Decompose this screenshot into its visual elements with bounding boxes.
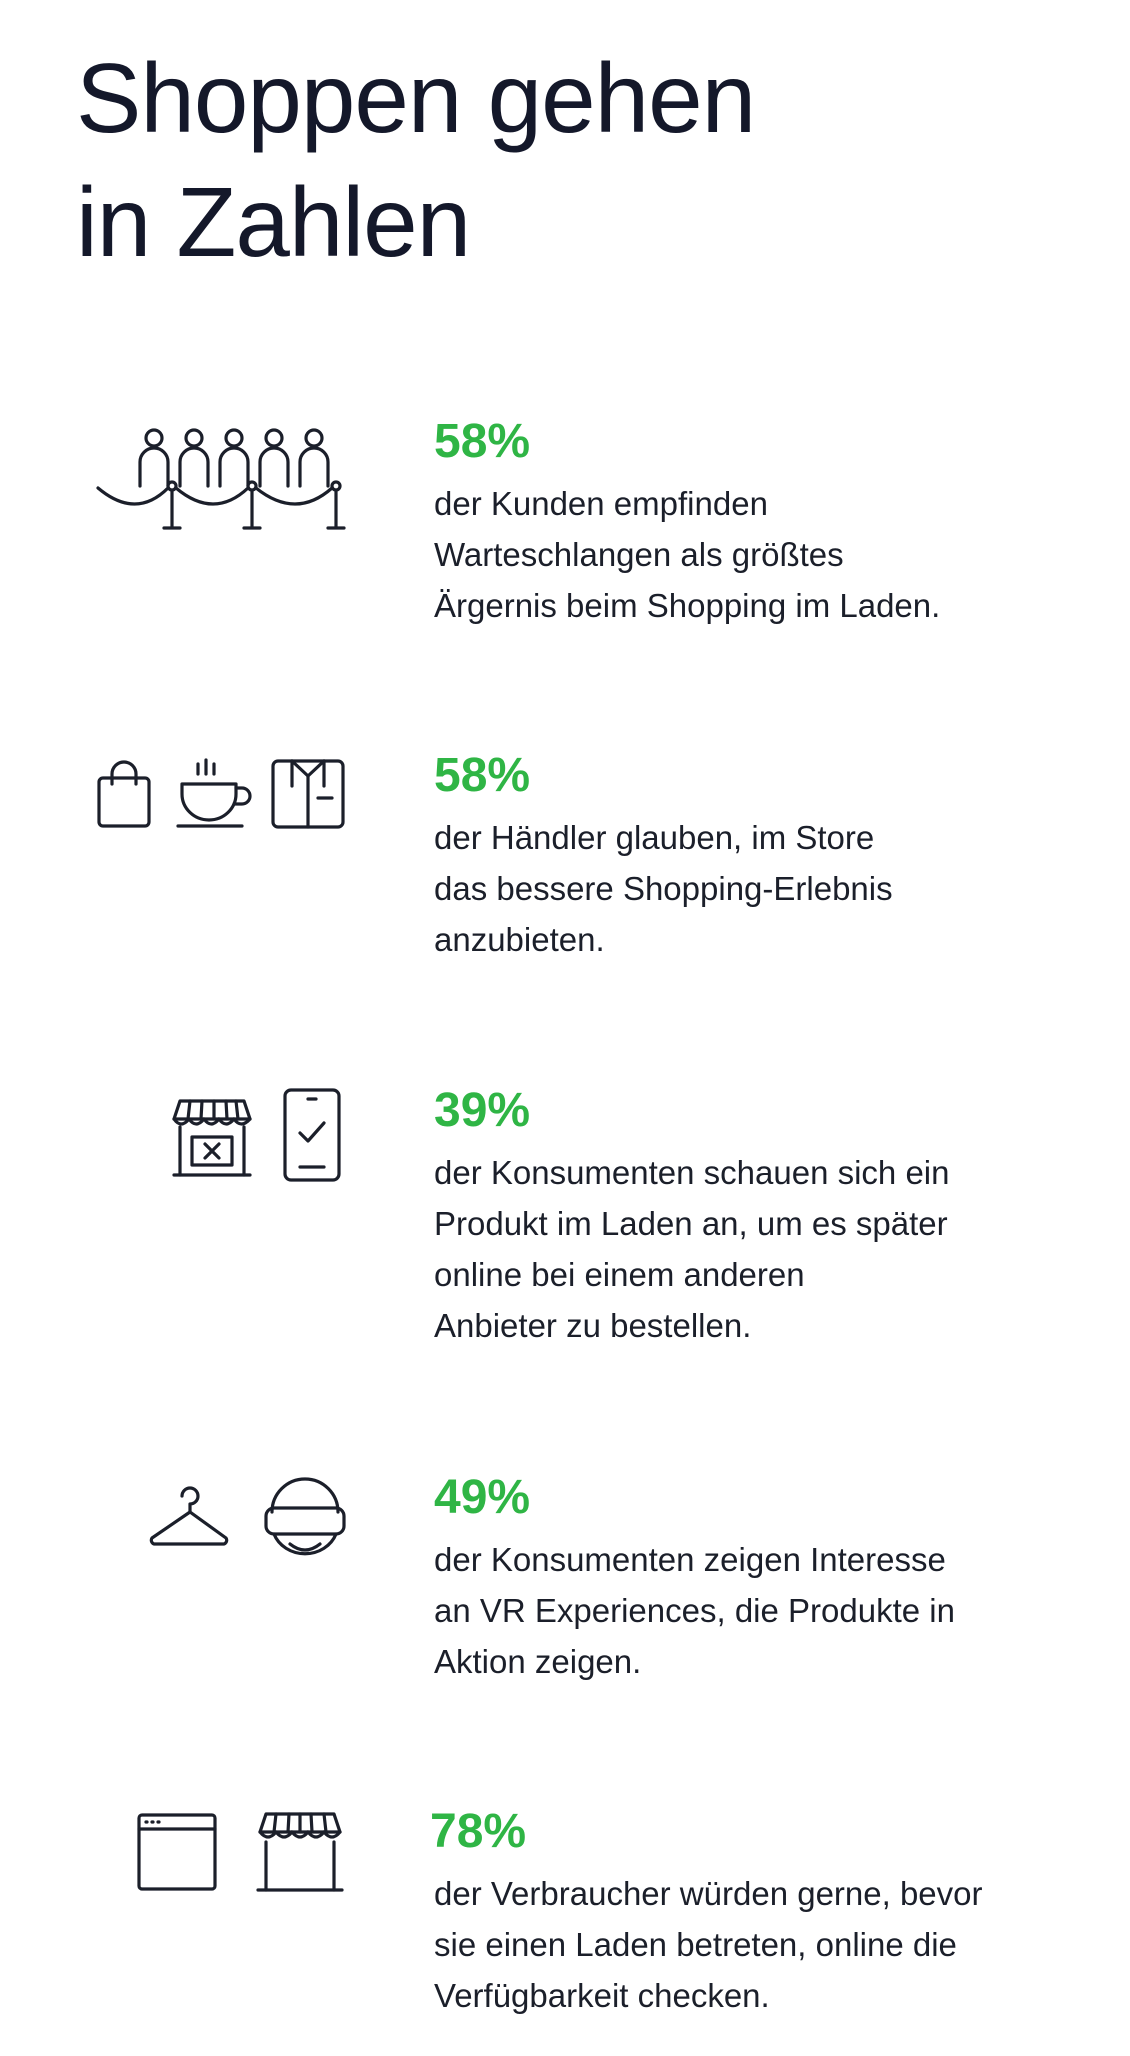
stat-description-line: sie einen Laden betreten, online die: [434, 1926, 957, 1963]
stat-description: der Händler glauben, im Store das besser…: [434, 812, 1114, 965]
stat-description-line: online bei einem anderen: [434, 1256, 805, 1293]
title-line-2: in Zahlen: [76, 167, 471, 277]
stat-description-line: der Konsumenten zeigen Interesse: [434, 1541, 946, 1578]
shopping-bag-icon: [97, 760, 151, 828]
smartphone-check-icon: [283, 1088, 341, 1182]
stat-percentage: 78%: [430, 1805, 527, 1858]
stat-description-line: anzubieten.: [434, 921, 605, 958]
stat-description-line: an VR Experiences, die Produkte in: [434, 1592, 955, 1629]
browser-window-icon: [137, 1813, 217, 1891]
clothes-hanger-icon: [149, 1486, 229, 1546]
stat-percentage: 58%: [434, 415, 531, 468]
stat-description: der Verbraucher würden gerne, bevor sie …: [434, 1868, 1114, 2021]
storefront-icon: [256, 1812, 344, 1892]
stat-description-line: der Kunden empfinden: [434, 485, 768, 522]
stat-description-line: Verfügbarkeit checken.: [434, 1977, 770, 2014]
stat-description-line: Aktion zeigen.: [434, 1643, 642, 1680]
store-closed-icon: [172, 1099, 252, 1177]
stat-description: der Konsumenten schauen sich ein Produkt…: [434, 1147, 1114, 1351]
vr-headset-icon: [264, 1477, 346, 1556]
stat-percentage: 39%: [434, 1084, 531, 1137]
stat-description-line: der Händler glauben, im Store: [434, 819, 875, 856]
stat-description: der Kunden empfinden Warteschlangen als …: [434, 478, 1114, 631]
shirt-box-icon: [271, 759, 345, 829]
stat-description-line: der Konsumenten schauen sich ein: [434, 1154, 950, 1191]
queue-barrier-icon: [96, 428, 346, 530]
stat-description-line: Ärgernis beim Shopping im Laden.: [434, 587, 941, 624]
title-line-1: Shoppen gehen: [76, 43, 756, 153]
page-title: Shoppen gehen in Zahlen: [76, 36, 756, 284]
stat-description: der Konsumenten zeigen Interesse an VR E…: [434, 1534, 1114, 1687]
stat-description-line: Warteschlangen als größtes: [434, 536, 844, 573]
stat-description-line: Produkt im Laden an, um es später: [434, 1205, 948, 1242]
stat-description-line: das bessere Shopping-Erlebnis: [434, 870, 893, 907]
stat-description-line: Anbieter zu bestellen.: [434, 1307, 752, 1344]
coffee-cup-icon: [176, 758, 252, 828]
stat-percentage: 58%: [434, 749, 531, 802]
stat-description-line: der Verbraucher würden gerne, bevor: [434, 1875, 983, 1912]
stat-percentage: 49%: [434, 1471, 531, 1524]
